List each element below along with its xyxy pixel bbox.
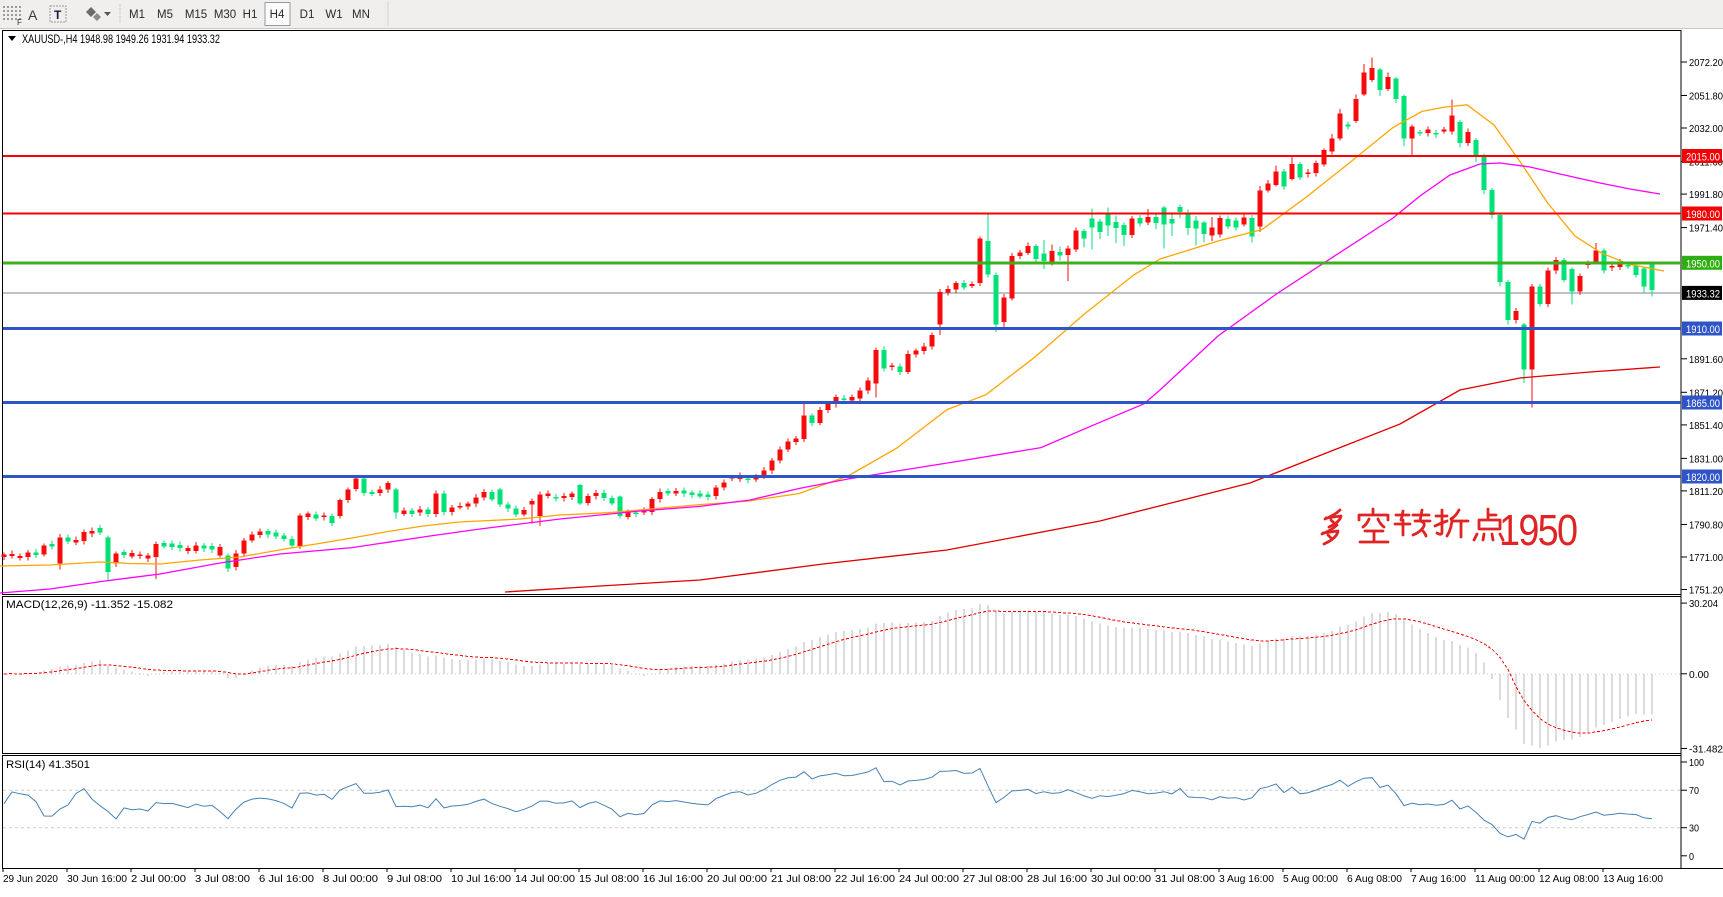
svg-text:28 Jul 16:00: 28 Jul 16:00 bbox=[1027, 874, 1087, 885]
svg-text:1871.20: 1871.20 bbox=[1689, 388, 1723, 399]
svg-text:14 Jul 00:00: 14 Jul 00:00 bbox=[515, 874, 575, 885]
svg-text:9 Jul 08:00: 9 Jul 08:00 bbox=[387, 874, 442, 885]
svg-text:20 Jul 00:00: 20 Jul 00:00 bbox=[707, 874, 767, 885]
svg-text:1933.32: 1933.32 bbox=[1686, 288, 1720, 300]
svg-text:30: 30 bbox=[1689, 824, 1699, 835]
svg-text:0.00: 0.00 bbox=[1689, 670, 1709, 681]
svg-text:M5: M5 bbox=[157, 9, 173, 21]
svg-text:5 Aug 00:00: 5 Aug 00:00 bbox=[1283, 874, 1338, 885]
svg-text:H4: H4 bbox=[270, 9, 285, 21]
svg-text:M15: M15 bbox=[185, 9, 207, 21]
svg-text:1771.00: 1771.00 bbox=[1689, 553, 1723, 564]
svg-text:1790.80: 1790.80 bbox=[1689, 521, 1723, 532]
svg-text:1991.80: 1991.80 bbox=[1689, 190, 1723, 201]
svg-text:1751.20: 1751.20 bbox=[1689, 586, 1723, 597]
svg-text:7 Aug 16:00: 7 Aug 16:00 bbox=[1411, 874, 1466, 885]
svg-text:100: 100 bbox=[1689, 758, 1704, 769]
svg-text:2032.00: 2032.00 bbox=[1689, 124, 1723, 135]
svg-text:0: 0 bbox=[1689, 852, 1694, 863]
svg-text:1820.00: 1820.00 bbox=[1686, 472, 1720, 484]
svg-text:M30: M30 bbox=[214, 9, 236, 21]
svg-text:29 Jun 2020: 29 Jun 2020 bbox=[3, 874, 58, 885]
svg-text:1891.60: 1891.60 bbox=[1689, 355, 1723, 366]
svg-text:2011.60: 2011.60 bbox=[1689, 158, 1723, 169]
svg-text:1950.00: 1950.00 bbox=[1686, 258, 1720, 270]
svg-text:12 Aug 08:00: 12 Aug 08:00 bbox=[1539, 874, 1599, 885]
svg-text:M1: M1 bbox=[129, 9, 145, 21]
svg-text:3 Jul 08:00: 3 Jul 08:00 bbox=[195, 874, 250, 885]
svg-text:24 Jul 00:00: 24 Jul 00:00 bbox=[899, 874, 959, 885]
svg-text:15 Jul 08:00: 15 Jul 08:00 bbox=[579, 874, 639, 885]
svg-text:1910.00: 1910.00 bbox=[1686, 324, 1720, 336]
svg-text:70: 70 bbox=[1689, 786, 1699, 797]
svg-text:MN: MN bbox=[352, 9, 370, 21]
svg-text:MACD(12,26,9) -11.352 -15.082: MACD(12,26,9) -11.352 -15.082 bbox=[6, 599, 173, 611]
svg-text:1865.00: 1865.00 bbox=[1686, 398, 1720, 410]
svg-text:D1: D1 bbox=[300, 9, 315, 21]
svg-text:2072.20: 2072.20 bbox=[1689, 58, 1723, 69]
svg-text:F: F bbox=[17, 18, 22, 27]
svg-text:27 Jul 08:00: 27 Jul 08:00 bbox=[963, 874, 1023, 885]
svg-text:8 Jul 00:00: 8 Jul 00:00 bbox=[323, 874, 378, 885]
svg-text:13 Aug 16:00: 13 Aug 16:00 bbox=[1603, 874, 1663, 885]
svg-text:30 Jul 00:00: 30 Jul 00:00 bbox=[1091, 874, 1151, 885]
svg-text:RSI(14) 41.3501: RSI(14) 41.3501 bbox=[6, 759, 90, 771]
svg-text:11 Aug 00:00: 11 Aug 00:00 bbox=[1475, 874, 1535, 885]
svg-text:16 Jul 16:00: 16 Jul 16:00 bbox=[643, 874, 703, 885]
svg-text:1950: 1950 bbox=[1499, 505, 1577, 554]
svg-text:6 Aug 08:00: 6 Aug 08:00 bbox=[1347, 874, 1402, 885]
svg-text:T: T bbox=[54, 8, 62, 22]
svg-text:6 Jul 16:00: 6 Jul 16:00 bbox=[259, 874, 314, 885]
svg-text:1851.40: 1851.40 bbox=[1689, 421, 1723, 432]
svg-text:1971.40: 1971.40 bbox=[1689, 224, 1723, 235]
svg-text:1831.00: 1831.00 bbox=[1689, 454, 1723, 465]
svg-text:31 Jul 08:00: 31 Jul 08:00 bbox=[1155, 874, 1215, 885]
svg-text:10 Jul 16:00: 10 Jul 16:00 bbox=[451, 874, 511, 885]
svg-text:A: A bbox=[28, 7, 38, 23]
svg-text:W1: W1 bbox=[325, 9, 342, 21]
svg-text:30 Jun 16:00: 30 Jun 16:00 bbox=[67, 874, 127, 885]
svg-text:H1: H1 bbox=[243, 9, 258, 21]
svg-text:1980.00: 1980.00 bbox=[1686, 209, 1720, 221]
svg-text:30.204: 30.204 bbox=[1689, 599, 1718, 610]
svg-text:3 Aug 16:00: 3 Aug 16:00 bbox=[1219, 874, 1274, 885]
svg-text:-31.482: -31.482 bbox=[1689, 745, 1723, 756]
svg-text:2015.00: 2015.00 bbox=[1686, 152, 1720, 164]
svg-text:2 Jul 00:00: 2 Jul 00:00 bbox=[131, 874, 186, 885]
svg-text:21 Jul 08:00: 21 Jul 08:00 bbox=[771, 874, 831, 885]
svg-text:XAUUSD-,H4 1948.98 1949.26 19: XAUUSD-,H4 1948.98 1949.26 1931.94 1933.… bbox=[22, 32, 220, 46]
svg-text:2051.80: 2051.80 bbox=[1689, 92, 1723, 103]
svg-text:1811.20: 1811.20 bbox=[1689, 487, 1723, 498]
svg-text:22 Jul 16:00: 22 Jul 16:00 bbox=[835, 874, 895, 885]
